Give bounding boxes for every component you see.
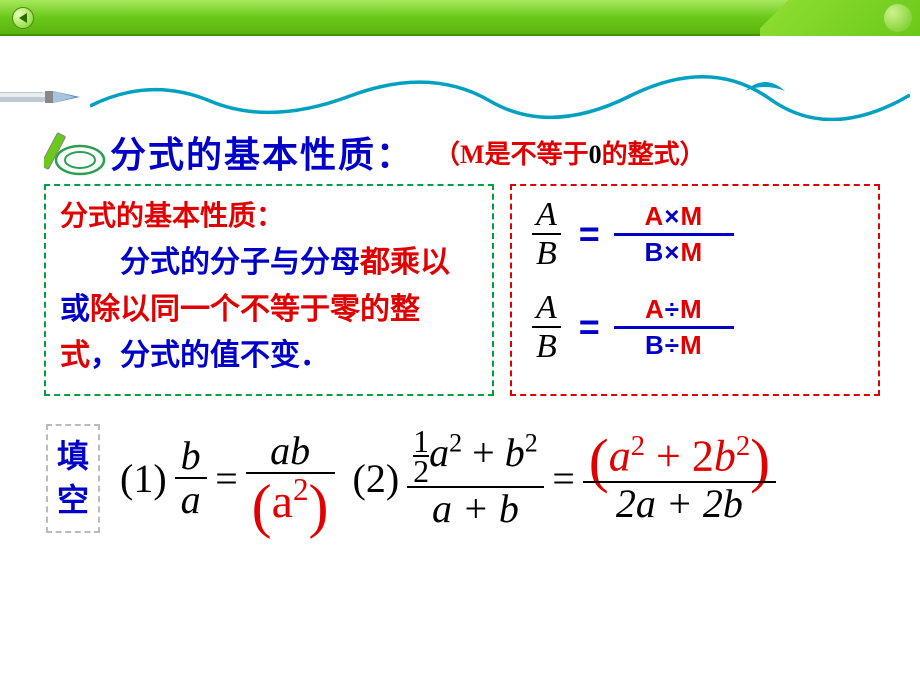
decor-row <box>0 36 920 126</box>
equals-sign: = <box>579 306 600 348</box>
back-button[interactable] <box>12 7 34 29</box>
title-row: 分式的基本性质： （M是不等于0的整式） <box>0 126 920 178</box>
squiggle-decor <box>90 71 910 121</box>
frac-ab-1: A B <box>532 196 561 273</box>
pen-icon <box>0 84 80 108</box>
question-1: (1) b a = ab (a2) <box>120 430 335 527</box>
equals-sign: = <box>579 213 600 255</box>
formula-divide: A B = A÷M B÷M <box>532 289 854 366</box>
property-text-box: 分式的基本性质： 分式的分子与分母都乘以或除以同一个不等于零的整式，分式的值不变… <box>44 184 494 396</box>
condition-note: （M是不等于0的整式） <box>434 134 706 171</box>
property-body: 分式的分子与分母都乘以或除以同一个不等于零的整式，分式的值不变． <box>60 240 478 380</box>
pencil-icon <box>44 128 106 176</box>
property-subtitle: 分式的基本性质： <box>60 194 478 234</box>
fill-blank-row: 填 空 (1) b a = ab (a2) (2) <box>0 396 920 534</box>
corner-decor <box>760 0 920 36</box>
boxes-row: 分式的基本性质： 分式的分子与分母都乘以或除以同一个不等于零的整式，分式的值不变… <box>0 178 920 396</box>
question-2: (2) 1 2 a2 + b2 a + b = (a2 + 2b2) <box>353 427 777 531</box>
frac-ab-2: A B <box>532 289 561 366</box>
main-title: 分式的基本性质： <box>110 126 414 178</box>
title-bar <box>0 0 920 36</box>
slide-content: 分式的基本性质： （M是不等于0的整式） 分式的基本性质： 分式的分子与分母都乘… <box>0 126 920 533</box>
fill-label: 填 空 <box>46 424 100 534</box>
frac-adm-bdm: A÷M B÷M <box>614 293 734 361</box>
frac-am-bm: A×M B×M <box>614 200 734 268</box>
formula-box: A B = A×M B×M A B = A÷M <box>510 184 880 396</box>
formula-multiply: A B = A×M B×M <box>532 196 854 273</box>
